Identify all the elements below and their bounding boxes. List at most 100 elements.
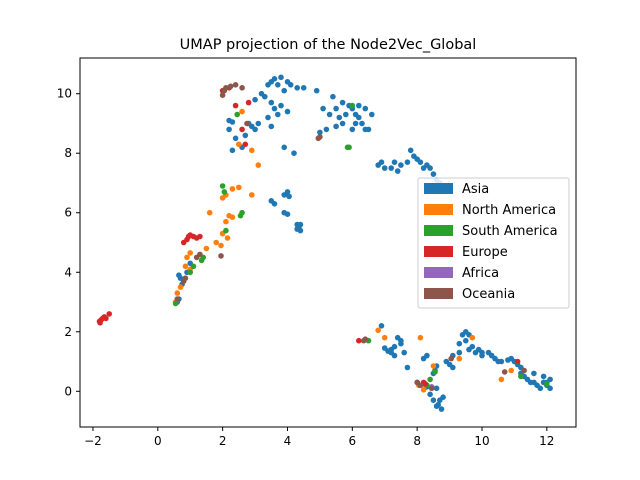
legend: Asia North America South America Europe Afri…: [417, 177, 570, 309]
data-point: [356, 114, 362, 121]
data-point: [239, 126, 245, 133]
data-point: [174, 290, 181, 296]
data-point: [352, 120, 359, 127]
data-point: [198, 257, 205, 264]
data-point: [469, 334, 476, 341]
x-tick-label: 0: [154, 434, 162, 448]
data-point: [375, 327, 382, 334]
data-point: [531, 370, 537, 377]
data-point: [323, 126, 330, 133]
data-point: [537, 385, 544, 392]
data-point: [432, 369, 438, 375]
legend-label: Oceania: [462, 287, 515, 302]
data-point: [381, 165, 388, 171]
data-point: [244, 120, 250, 127]
data-point: [187, 269, 193, 276]
data-point: [521, 367, 527, 374]
data-point: [294, 226, 301, 232]
series-europe: [96, 85, 521, 387]
data-point: [456, 355, 463, 362]
data-point: [498, 376, 505, 383]
data-point: [333, 123, 339, 130]
data-point: [407, 147, 414, 154]
data-point: [262, 93, 268, 100]
data-point: [239, 108, 245, 115]
data-point: [430, 171, 437, 177]
data-point: [433, 385, 440, 392]
data-point: [281, 87, 288, 94]
data-point: [398, 162, 404, 168]
data-point: [236, 141, 242, 148]
data-point: [501, 369, 508, 375]
data-point: [469, 343, 476, 350]
data-point: [388, 349, 395, 356]
data-point: [349, 126, 356, 133]
data-point: [430, 363, 437, 369]
legend-label: Africa: [462, 266, 499, 281]
data-point: [242, 132, 249, 139]
y-axis: 0 2 4 6 8 10: [57, 87, 80, 398]
data-point: [547, 385, 553, 392]
y-tick-label: 4: [64, 265, 72, 279]
data-point: [252, 126, 258, 133]
data-point: [544, 381, 550, 387]
data-point: [268, 123, 275, 130]
data-point: [344, 144, 351, 151]
legend-label: Europe: [462, 245, 508, 260]
x-tick-label: 6: [348, 434, 356, 448]
data-point: [336, 114, 343, 121]
data-point: [224, 235, 231, 241]
data-point: [229, 186, 236, 192]
data-point: [317, 129, 323, 136]
data-point: [284, 189, 291, 195]
x-tick-label: 4: [284, 434, 292, 448]
data-point: [463, 337, 469, 344]
data-point: [343, 111, 349, 118]
data-point: [381, 334, 388, 341]
data-point: [275, 82, 281, 88]
data-point: [422, 381, 429, 387]
x-tick-label: 8: [413, 434, 421, 448]
data-point: [417, 159, 424, 165]
data-point: [291, 150, 297, 156]
data-point: [320, 105, 326, 112]
legend-label: Asia: [462, 182, 489, 197]
legend-swatch: [424, 267, 453, 278]
data-point: [227, 83, 234, 90]
data-point: [417, 382, 424, 389]
legend-swatch: [424, 225, 453, 236]
data-point: [236, 184, 242, 191]
x-tick-label: 2: [219, 434, 227, 448]
y-tick-label: 6: [64, 206, 72, 220]
data-point: [349, 102, 356, 109]
data-point: [278, 102, 284, 109]
data-point: [369, 111, 375, 118]
legend-swatch: [424, 246, 453, 257]
data-point: [103, 315, 109, 322]
data-point: [518, 373, 524, 380]
legend-label: North America: [462, 203, 556, 218]
data-point: [221, 189, 228, 195]
data-point: [206, 209, 213, 216]
data-point: [271, 105, 278, 112]
data-point: [284, 108, 291, 115]
data-point: [174, 296, 181, 302]
data-point: [317, 134, 323, 140]
y-tick-label: 2: [64, 325, 72, 339]
data-point: [284, 211, 291, 217]
data-point: [187, 250, 193, 256]
data-point: [339, 120, 346, 127]
series-oceania: [174, 82, 527, 392]
data-point: [180, 239, 187, 246]
data-point: [223, 85, 229, 91]
data-point: [219, 183, 226, 189]
data-point: [391, 159, 398, 165]
data-point: [297, 221, 304, 228]
data-point: [300, 85, 307, 91]
data-point: [252, 96, 258, 103]
legend-item: Africa: [424, 266, 499, 281]
data-point: [514, 358, 521, 365]
data-point: [177, 284, 184, 290]
data-point: [456, 349, 463, 356]
